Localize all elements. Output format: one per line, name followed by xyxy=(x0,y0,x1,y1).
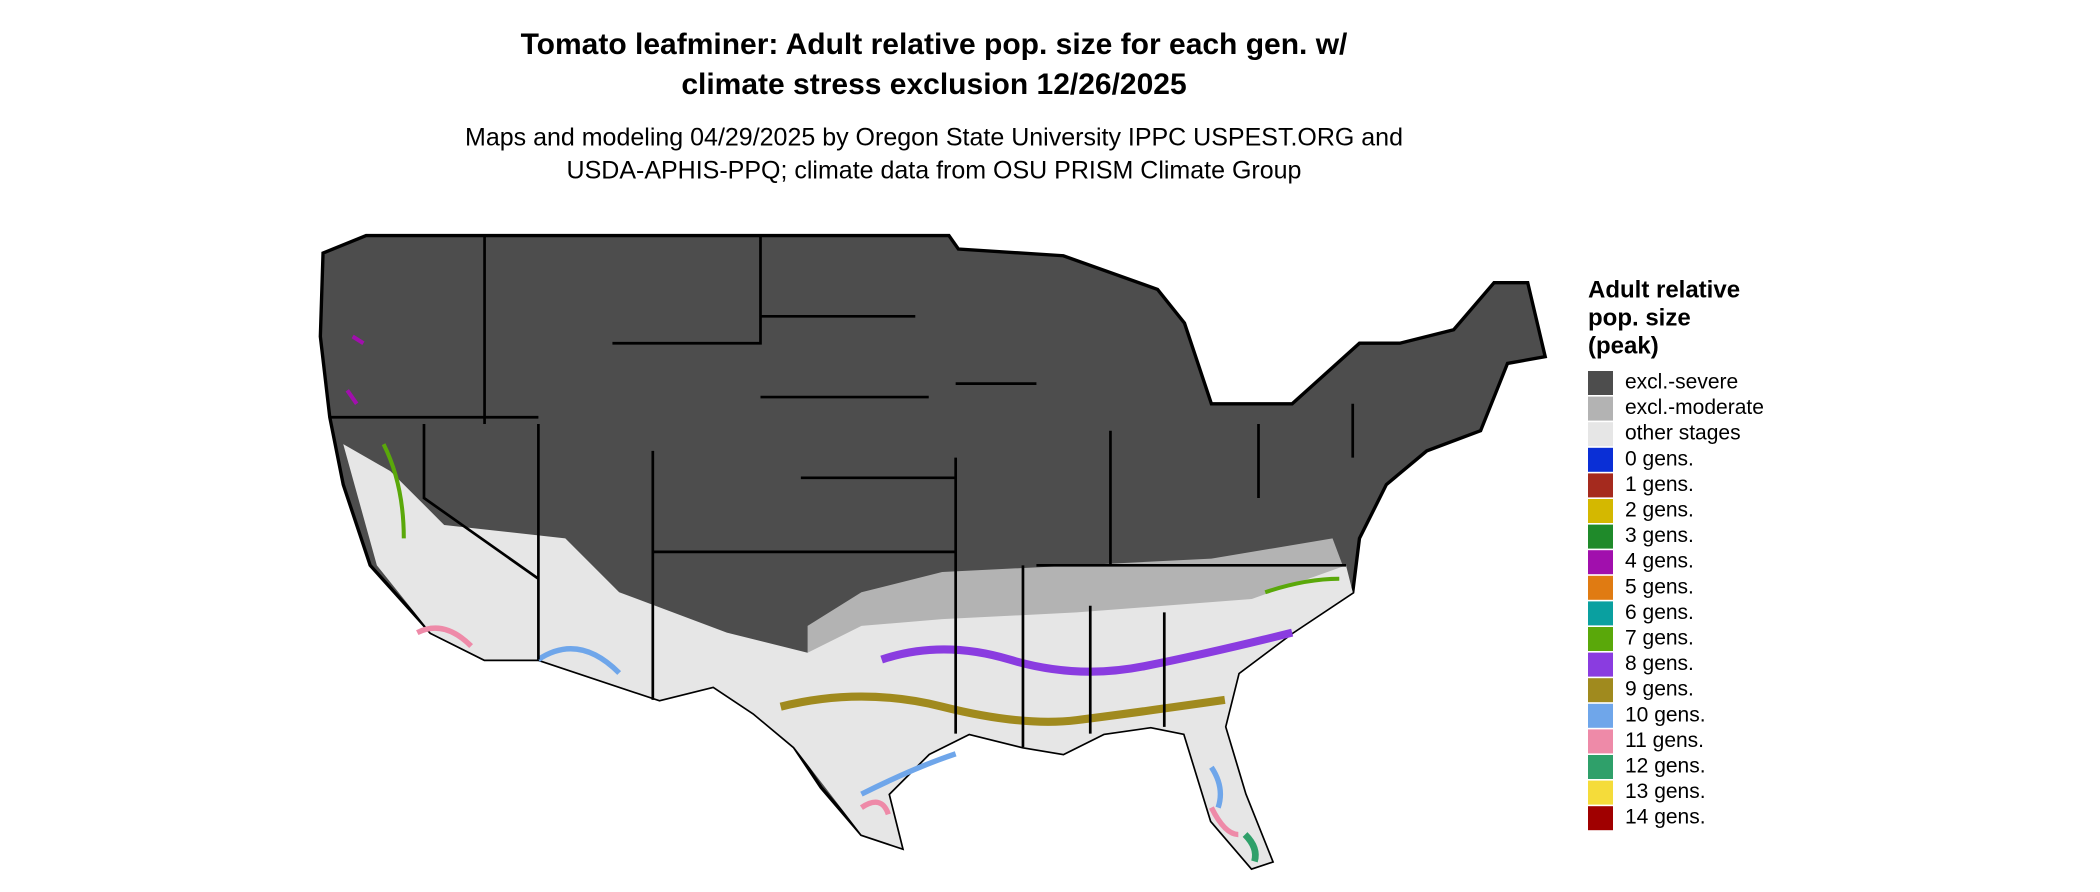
legend-label: excl.-severe xyxy=(1625,371,1738,394)
legend-label: 13 gens. xyxy=(1625,780,1706,803)
legend-label: 6 gens. xyxy=(1625,601,1694,624)
legend-label: 8 gens. xyxy=(1625,652,1694,675)
legend-swatch xyxy=(1588,601,1613,626)
legend-swatch xyxy=(1588,371,1613,395)
legend-label: excl.-moderate xyxy=(1625,396,1764,419)
gen-band xyxy=(880,628,1294,676)
legend-label: 1 gens. xyxy=(1625,473,1694,496)
gen-band xyxy=(779,692,1226,726)
legend-label: 0 gens. xyxy=(1625,447,1694,470)
legend-swatch xyxy=(1588,550,1613,575)
subtitle-line: USDA-APHIS-PPQ; climate data from OSU PR… xyxy=(567,157,1302,185)
legend-swatch xyxy=(1588,652,1613,677)
legend-label: 3 gens. xyxy=(1625,524,1694,547)
legend-swatch xyxy=(1588,703,1613,728)
legend-swatch xyxy=(1588,678,1613,703)
gen-band xyxy=(381,443,1340,595)
legend-label: 7 gens. xyxy=(1625,627,1694,650)
legend-title: (peak) xyxy=(1588,332,1659,359)
state-lines xyxy=(329,235,1355,748)
other-stages-region xyxy=(343,444,1353,869)
legend-swatch xyxy=(1588,447,1613,472)
legend-label: 4 gens. xyxy=(1625,550,1694,573)
legend-label: 14 gens. xyxy=(1625,806,1706,829)
us-map xyxy=(318,233,1548,871)
legend-title: pop. size xyxy=(1588,304,1691,331)
legend-swatch xyxy=(1588,755,1613,779)
legend-label: 11 gens. xyxy=(1625,729,1704,752)
title-line: climate stress exclusion 12/26/2025 xyxy=(681,68,1186,101)
subtitle-line: Maps and modeling 04/29/2025 by Oregon S… xyxy=(465,124,1403,152)
legend-swatch xyxy=(1588,806,1613,831)
gen-band xyxy=(345,334,365,405)
gen-band xyxy=(1242,832,1259,863)
legend-title: Adult relative xyxy=(1588,276,1740,303)
legend-swatch xyxy=(1588,499,1613,523)
legend-label: other stages xyxy=(1625,422,1741,445)
legend-label: 10 gens. xyxy=(1625,703,1706,726)
legend-swatch xyxy=(1588,575,1613,600)
legend-swatch xyxy=(1588,627,1613,651)
legend-label: 12 gens. xyxy=(1625,755,1706,778)
legend-label: 9 gens. xyxy=(1625,678,1694,701)
legend-swatch xyxy=(1588,729,1613,754)
legend-label: 5 gens. xyxy=(1625,575,1694,598)
gen-band xyxy=(416,625,1239,838)
legend-label: 2 gens. xyxy=(1625,499,1694,522)
legend-swatch xyxy=(1588,524,1613,549)
gen-band xyxy=(536,646,1224,809)
legend-swatch xyxy=(1588,422,1613,447)
legend-swatch xyxy=(1588,396,1613,421)
legend-swatch xyxy=(1588,780,1613,805)
title-line: Tomato leafminer: Adult relative pop. si… xyxy=(521,28,1348,61)
legend-swatch xyxy=(1588,473,1613,498)
